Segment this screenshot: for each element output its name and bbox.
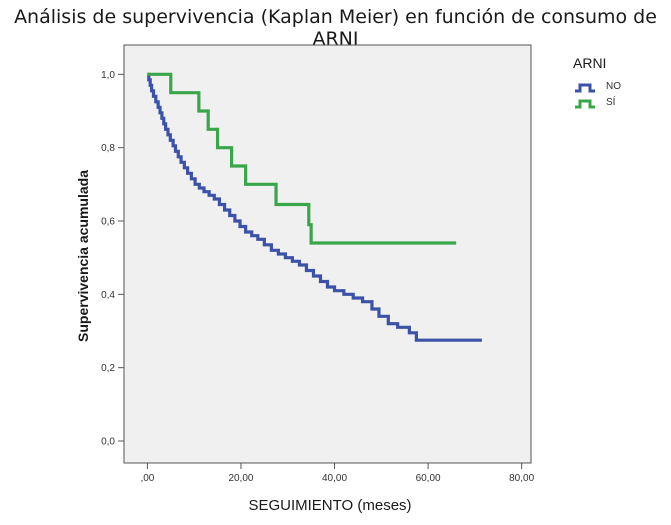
y-tick-label: 0,6 [101, 217, 115, 228]
y-tick-label: 0,4 [101, 290, 115, 301]
legend-swatch [575, 99, 595, 109]
legend-label: NO [606, 81, 621, 92]
legend-title: ARNI [573, 55, 606, 71]
y-tick-label: 1,0 [101, 70, 115, 81]
plot-area [123, 44, 532, 464]
y-tick-label: 0,0 [101, 437, 115, 448]
y-tick-label: 0,8 [101, 143, 115, 154]
x-axis-title: SEGUIMIENTO (meses) [248, 497, 411, 514]
x-tick-label: 80,00 [509, 473, 534, 484]
legend-swatch [575, 83, 595, 93]
legend: ARNI NO SÍ [573, 55, 621, 109]
y-axis-title: Supervivencia acumulada [75, 170, 91, 342]
x-tick-label: ,00 [140, 473, 154, 484]
legend-label: SÍ [606, 95, 616, 108]
x-tick-label: 20,00 [228, 473, 253, 484]
series-s-line [147, 72, 457, 245]
x-tick-label: 60,00 [416, 473, 441, 484]
series-no-line [147, 72, 482, 342]
x-tick-label: 40,00 [322, 473, 347, 484]
y-tick-label: 0,2 [101, 363, 115, 374]
